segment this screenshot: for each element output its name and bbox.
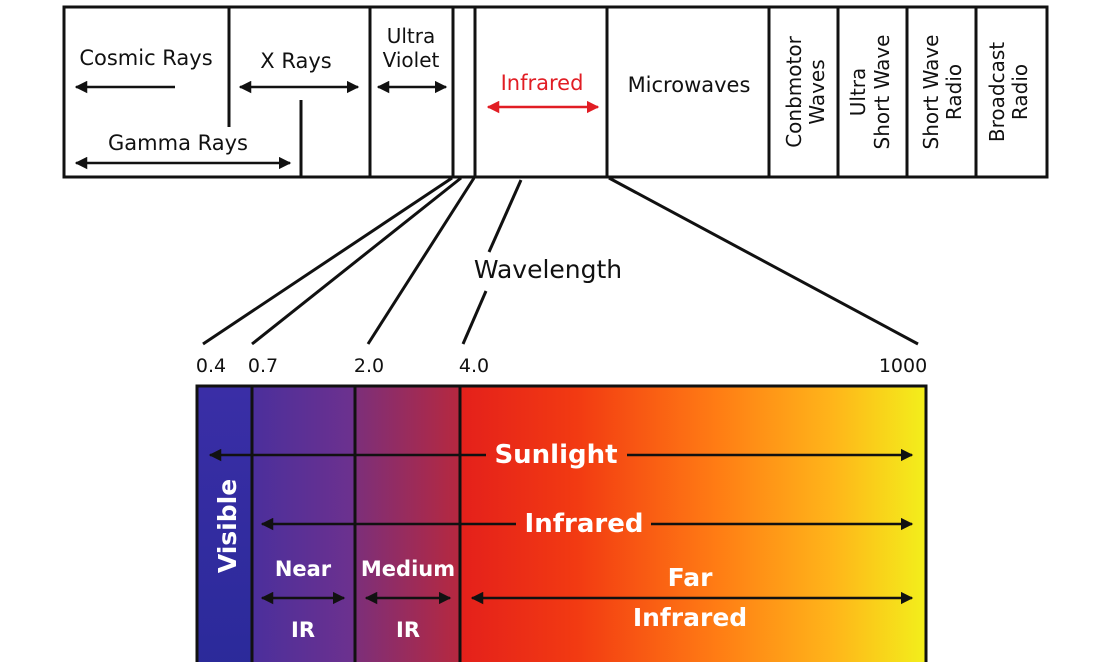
band-visible (197, 386, 252, 662)
label-ultra-short-2: Short Wave (870, 35, 894, 150)
detail-arrows (208, 448, 914, 605)
label-conbmotor-1: Conbmotor (782, 35, 806, 147)
band-outline (195, 384, 928, 662)
detail-labels: Visible Sunlight Infrared Near IR Medium… (213, 440, 747, 642)
label-infrared-band: Infrared (525, 509, 644, 539)
label-sunlight: Sunlight (494, 440, 617, 470)
tick-0-7: 0.7 (248, 355, 278, 377)
zoom-line-1000 (608, 176, 919, 346)
tick-1000: 1000 (879, 355, 927, 377)
zoom-line-2-0 (366, 177, 476, 345)
label-broadcast-2: Radio (1008, 64, 1032, 120)
label-microwaves: Microwaves (628, 73, 751, 97)
label-far-1: Far (668, 563, 713, 592)
label-medium-2: IR (396, 618, 420, 642)
spectrum-arrows (74, 80, 600, 170)
label-near-2: IR (291, 618, 315, 642)
label-cosmic-rays: Cosmic Rays (79, 46, 212, 70)
label-short-wave-2: Radio (942, 64, 966, 120)
label-far-2: Infrared (633, 603, 747, 632)
label-ultra-violet-2: Violet (383, 48, 440, 72)
zoom-line-4-0-upper (487, 179, 523, 253)
label-infrared-top: Infrared (501, 71, 584, 95)
label-visible: Visible (213, 479, 242, 573)
label-ultra-violet-1: Ultra (387, 24, 436, 48)
wavelength-ticks: 0.4 0.7 2.0 4.0 1000 (196, 355, 927, 377)
spectrum-box (62, 5, 1049, 179)
wavelength-label: Wavelength (474, 255, 622, 284)
zoom-line-4-0-lower (461, 290, 488, 345)
spectrum-outline (62, 5, 1049, 179)
label-short-wave-1: Short Wave (919, 35, 943, 150)
zoom-line-0-4 (202, 176, 453, 346)
tick-4-0: 4.0 (459, 355, 489, 377)
label-medium-1: Medium (361, 557, 455, 581)
spectrum-labels: Cosmic Rays X Rays Gamma Rays Ultra Viol… (79, 24, 1032, 155)
label-conbmotor-2: Waves (805, 59, 829, 124)
zoom-lines (202, 176, 919, 346)
label-gamma-rays: Gamma Rays (108, 131, 248, 155)
label-x-rays: X Rays (260, 49, 331, 73)
label-broadcast-1: Broadcast (985, 42, 1009, 142)
label-near-1: Near (275, 557, 332, 581)
tick-0-4: 0.4 (196, 355, 226, 377)
zoom-line-0-7 (251, 176, 462, 346)
tick-2-0: 2.0 (354, 355, 384, 377)
label-ultra-short-1: Ultra (846, 68, 870, 117)
